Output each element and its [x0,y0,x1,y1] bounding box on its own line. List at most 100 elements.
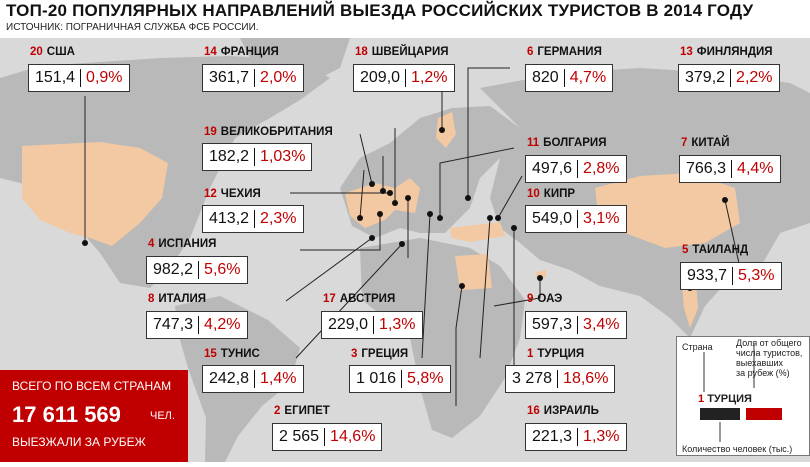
value-box-thailand: 933,7 5,3% [680,262,782,290]
label-france: 14 ФРАНЦИЯ [204,46,279,58]
thailand-highlight [682,282,698,328]
value-box-czech: 413,2 2,3% [202,205,304,233]
share-value: 5,6% [204,261,241,278]
country-name: ИСПАНИЯ [158,238,217,250]
count-value: 2 565 [273,428,326,446]
value-box-cyprus: 549,0 3,1% [525,205,627,233]
count-value: 361,7 [203,69,256,87]
share-value: 1,3% [583,428,620,445]
rank: 5 [682,244,689,256]
label-uk: 19 ВЕЛИКОБРИТАНИЯ [204,126,333,138]
share-value: 18,6% [563,370,609,387]
country-name: ОАЭ [537,293,563,305]
total-caption: ВСЕГО ПО ВСЕМ СТРАНАМ [12,379,172,393]
value-box-spain: 982,2 5,6% [146,256,248,284]
legend-country-caption: Страна [682,342,713,352]
legend-share-caption-4: за рубеж (%) [736,368,790,378]
value-box-france: 361,7 2,0% [202,64,304,92]
header: ТОП-20 ПОПУЛЯРНЫХ НАПРАВЛЕНИЙ ВЫЕЗДА РОС… [0,0,810,38]
rank: 7 [681,137,688,149]
share-value: 1,3% [379,316,416,333]
share-value: 5,3% [738,267,775,284]
europe-highlight [345,178,420,228]
usa-highlight [22,142,168,246]
count-value: 242,8 [203,370,256,388]
total-unit: ЧЕЛ. [150,410,175,422]
label-usa: 20 США [30,46,75,58]
share-value: 0,9% [86,69,123,86]
rank: 9 [527,293,534,305]
rank: 8 [148,293,155,305]
count-value: 1 016 [350,370,403,388]
label-egypt: 2 ЕГИПЕТ [274,405,330,417]
label-greece: 3 ГРЕЦИЯ [351,348,408,360]
egypt-highlight [455,254,492,290]
value-box-uk: 182,2 1,03% [202,143,313,171]
share-value: 1,4% [260,370,297,387]
rank: 17 [323,293,336,305]
total-subcaption: ВЫЕЗЖАЛИ ЗА РУБЕЖ [12,435,146,449]
country-name: ИТАЛИЯ [158,293,207,305]
value-box-china: 766,3 4,4% [679,155,781,183]
leader-dots [82,127,728,291]
share-value: 2,8% [583,160,620,177]
country-name: ФРАНЦИЯ [220,46,279,58]
chart-title: ТОП-20 ПОПУЛЯРНЫХ НАПРАВЛЕНИЙ ВЫЕЗДА РОС… [6,1,754,20]
country-name: БОЛГАРИЯ [543,137,607,149]
share-value: 2,0% [260,69,297,86]
count-value: 766,3 [680,160,733,178]
source-note: ИСТОЧНИК: ПОГРАНИЧНАЯ СЛУЖБА ФСБ РОССИИ. [6,22,259,33]
legend-example-label: 1 ТУРЦИЯ [698,393,752,405]
label-china: 7 КИТАЙ [681,137,730,149]
share-value: 14,6% [330,428,376,445]
rank: 18 [355,46,368,58]
turkey-highlight [450,222,505,242]
legend: Страна Доля от общего числа туристов, вы… [676,336,810,456]
count-value: 209,0 [354,69,407,87]
count-value: 379,2 [679,69,732,87]
count-value: 549,0 [526,210,579,228]
country-name: КИТАЙ [691,137,730,149]
share-value: 4,7% [569,69,607,86]
count-value: 982,2 [147,261,200,279]
rank: 14 [204,46,217,58]
country-name: ФИНЛЯНДИЯ [696,46,773,58]
label-germany: 6 ГЕРМАНИЯ [527,46,602,58]
rank: 20 [30,46,43,58]
value-box-tunisia: 242,8 1,4% [202,365,304,393]
count-value: 3 278 [506,370,559,388]
total-panel: ВСЕГО ПО ВСЕМ СТРАНАМ 17 611 569 ЧЕЛ. ВЫ… [0,370,188,462]
legend-count-caption: Количество человек (тыс.) [682,444,793,454]
count-value: 820 [526,69,565,87]
value-box-turkey: 3 278 18,6% [505,365,616,393]
label-cyprus: 10 КИПР [527,188,575,200]
rank: 6 [527,46,534,58]
label-czech: 12 ЧЕХИЯ [204,188,261,200]
legend-example-country: ТУРЦИЯ [707,393,752,405]
country-name: ГЕРМАНИЯ [537,46,602,58]
label-austria: 17 АВСТРИЯ [323,293,395,305]
value-box-usa: 151,4 0,9% [28,64,130,92]
label-uae: 9 ОАЭ [527,293,562,305]
rank: 10 [527,188,540,200]
rank: 4 [148,238,155,250]
leader-lines [84,67,741,406]
legend-svg [676,336,810,456]
legend-frame [676,336,810,456]
china-highlight [595,173,740,248]
label-bulgaria: 11 БОЛГАРИЯ [527,137,606,149]
value-box-germany: 820 4,7% [525,64,614,92]
legend-share-caption-1: Доля от общего [736,338,802,348]
count-value: 497,6 [526,160,579,178]
rank: 15 [204,348,217,360]
label-thailand: 5 ТАИЛАНД [682,244,748,256]
country-name: КИПР [543,188,576,200]
count-value: 413,2 [203,210,256,228]
count-value: 597,3 [526,316,579,334]
value-box-austria: 229,0 1,3% [321,311,423,339]
share-value: 4,4% [737,160,774,177]
finland-highlight [436,112,456,148]
value-box-uae: 597,3 3,4% [525,311,627,339]
country-name: США [46,46,75,58]
rank: 11 [527,137,540,149]
